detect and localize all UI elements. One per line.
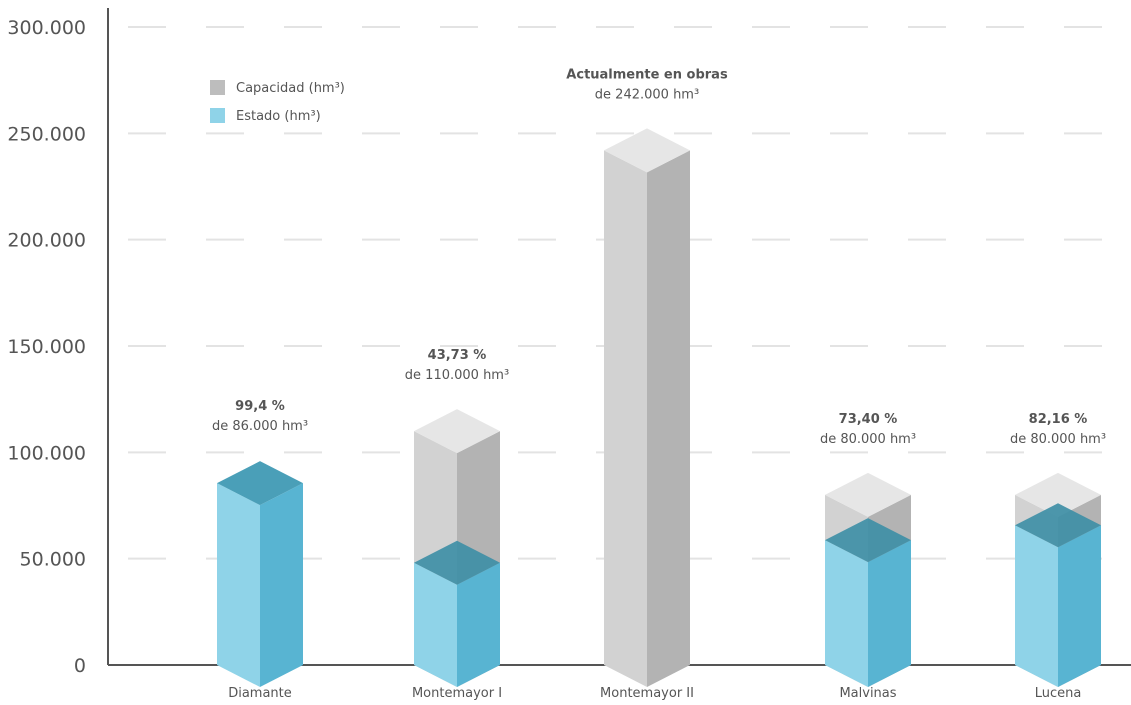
y-tick-label: 200.000 [7, 230, 86, 252]
data-label-sub: de 80.000 hm³ [1010, 432, 1106, 447]
y-tick-label: 100.000 [7, 442, 86, 464]
capacity-bar-front [604, 150, 647, 687]
data-label: 99,4 % [235, 399, 285, 414]
x-tick-label: Montemayor II [600, 686, 694, 701]
y-tick-label: 150.000 [7, 336, 86, 358]
data-label: 82,16 % [1029, 412, 1088, 427]
state-bar-top [1015, 503, 1101, 548]
y-tick-label: 0 [74, 655, 86, 677]
data-label-sub: de 86.000 hm³ [212, 419, 308, 434]
data-label-sub: de 80.000 hm³ [820, 432, 916, 447]
capacity-bar-top [825, 472, 911, 517]
legend-swatch [210, 108, 225, 123]
state-bar-front [217, 483, 260, 687]
data-label-sub: de 242.000 hm³ [595, 87, 699, 102]
x-tick-label: Montemayor I [412, 686, 502, 701]
state-bar-front [825, 540, 868, 687]
legend-label: Estado (hm³) [236, 109, 321, 124]
data-label: Actualmente en obras [566, 67, 728, 82]
data-label: 73,40 % [839, 412, 898, 427]
y-tick-label: 300.000 [7, 17, 86, 39]
x-tick-label: Lucena [1035, 686, 1082, 701]
capacity-bar-top [1015, 472, 1101, 517]
state-bar-side [457, 562, 500, 687]
state-bar-top [825, 518, 911, 563]
capacity-bar-top [414, 409, 500, 454]
capacity-bar-side [647, 150, 690, 687]
legend-label: Capacidad (hm³) [236, 81, 345, 96]
capacity-bar-top [604, 128, 690, 173]
data-label-sub: de 110.000 hm³ [405, 368, 509, 383]
y-tick-label: 50.000 [20, 549, 86, 571]
legend-swatch [210, 80, 225, 95]
x-tick-label: Diamante [228, 686, 292, 701]
state-bar-top [217, 461, 303, 506]
data-label: 43,73 % [428, 348, 487, 363]
state-bar-side [260, 483, 303, 687]
state-bar-top [414, 540, 500, 585]
state-bar-front [1015, 525, 1058, 687]
state-bar-side [1058, 525, 1101, 687]
x-tick-label: Malvinas [839, 686, 896, 701]
state-bar-front [414, 562, 457, 687]
state-bar-side [868, 540, 911, 687]
y-tick-label: 250.000 [7, 123, 86, 145]
